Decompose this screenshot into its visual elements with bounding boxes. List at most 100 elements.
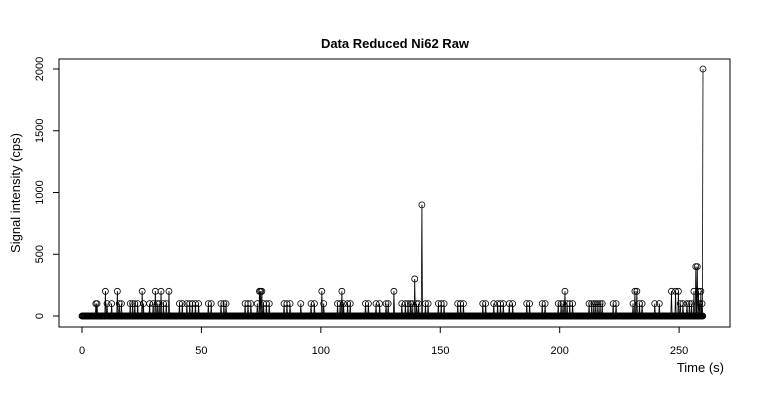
data-point (594, 300, 602, 308)
data-point (538, 300, 546, 308)
data-point (585, 300, 593, 308)
data-point (683, 300, 691, 308)
data-point (651, 300, 659, 308)
spike-trace (154, 291, 157, 317)
data-point (490, 300, 498, 308)
data-point (103, 300, 111, 308)
data-point (457, 300, 464, 308)
plot-frame (58, 58, 731, 328)
data-point (698, 300, 706, 308)
data-point (437, 300, 445, 308)
data-point (262, 300, 270, 308)
data-point (695, 287, 702, 295)
data-point (286, 300, 294, 308)
data-point (415, 300, 422, 308)
y-tick-label: 1000 (34, 180, 46, 204)
data-point (404, 300, 412, 308)
data-point (390, 287, 398, 295)
chart-title: Data Reduced Ni62 Raw (321, 36, 470, 51)
data-point (318, 287, 326, 295)
data-point (217, 300, 225, 308)
spike-trace (677, 291, 680, 317)
trace-group (82, 68, 704, 317)
data-point (247, 300, 255, 308)
spike-trace (671, 291, 673, 317)
x-axis-label: Time (s) (677, 360, 724, 375)
data-point (93, 300, 101, 308)
x-tick-label: 100 (312, 345, 330, 357)
data-point (340, 300, 347, 308)
data-point (561, 287, 569, 295)
data-point (115, 300, 123, 308)
data-point (183, 300, 191, 308)
data-point (344, 300, 352, 308)
data-point (612, 300, 620, 308)
data-point (440, 300, 448, 308)
data-point (102, 287, 109, 295)
data-point (460, 300, 467, 308)
y-axis-label: Signal intensity (cps) (8, 133, 23, 253)
data-point (697, 287, 705, 295)
data-point (336, 300, 344, 308)
data-point (633, 287, 641, 295)
data-point (320, 300, 328, 308)
spike-trace (701, 68, 704, 317)
data-point (192, 300, 199, 308)
data-point (569, 300, 576, 308)
data-point (155, 300, 163, 308)
data-point (631, 287, 639, 295)
data-point (679, 300, 687, 308)
data-point (509, 300, 517, 308)
data-point (376, 300, 384, 308)
y-axis: 0 500 1000 1500 2000 (34, 57, 60, 319)
data-point (338, 287, 346, 295)
data-point (108, 300, 116, 308)
data-point (422, 300, 429, 308)
data-point (346, 300, 354, 308)
data-point (563, 300, 571, 308)
data-point (413, 300, 421, 308)
data-point (310, 300, 318, 308)
data-point (523, 300, 531, 308)
data-point (596, 300, 604, 308)
y-tick-label: 500 (34, 245, 46, 263)
spike-trace (634, 291, 636, 317)
spike-trace (564, 291, 566, 317)
data-point (668, 287, 675, 295)
data-point (220, 300, 228, 308)
y-tick-label: 0 (34, 313, 46, 319)
data-point (690, 287, 698, 295)
data-point (675, 287, 682, 295)
data-point (265, 300, 273, 308)
data-point (157, 287, 165, 295)
data-point (258, 287, 266, 295)
x-tick-label: 250 (670, 345, 688, 357)
data-point (497, 300, 504, 308)
data-point (688, 300, 695, 308)
spike-trace (116, 291, 119, 317)
data-point (554, 300, 562, 308)
x-tick-label: 50 (195, 345, 207, 357)
data-point (696, 300, 704, 308)
point-group (78, 65, 707, 320)
data-point (382, 300, 390, 308)
data-point (222, 300, 230, 308)
spike-trace (421, 204, 423, 317)
data-point (655, 300, 663, 308)
x-tick-label: 150 (431, 345, 449, 357)
spike-trace (675, 291, 677, 317)
data-point (131, 300, 139, 308)
data-point (372, 300, 380, 308)
data-point (592, 300, 600, 308)
y-tick-label: 1500 (34, 119, 46, 143)
data-point (195, 300, 202, 308)
x-axis: 0 50 100 150 200 250 (79, 326, 688, 357)
data-point (699, 65, 707, 73)
spike-trace (341, 291, 343, 317)
spike-trace (261, 291, 263, 317)
data-point (526, 300, 533, 308)
data-point (384, 300, 392, 308)
y-tick-label: 2000 (34, 57, 46, 81)
data-point (505, 300, 513, 308)
spike-trace (636, 291, 638, 317)
